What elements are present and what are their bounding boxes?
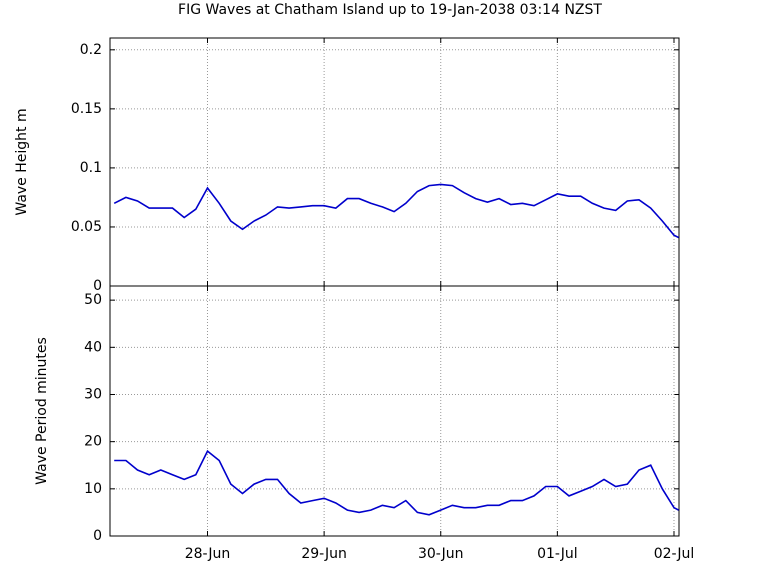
- x-tick-label: 02-Jul: [654, 546, 695, 562]
- y-tick-label: 50: [84, 292, 102, 308]
- y-axis-label: Wave Height m: [14, 108, 30, 215]
- data-line: [113, 183, 680, 239]
- plot-frame: [109, 37, 680, 287]
- y-tick-label: 40: [84, 339, 102, 355]
- data-line: [114, 449, 680, 516]
- x-tick-label: 01-Jul: [537, 546, 578, 562]
- y-tick-label: 0: [93, 278, 102, 294]
- y-tick-label: 10: [84, 481, 102, 497]
- y-tick-label: 20: [84, 434, 102, 450]
- x-tick-label: 29-Jun: [301, 546, 347, 562]
- y-tick-label: 0.15: [71, 101, 102, 117]
- x-tick-label: 30-Jun: [418, 546, 464, 562]
- chart-title: FIG Waves at Chatham Island up to 19-Jan…: [178, 2, 602, 18]
- plot-frame: [109, 285, 680, 537]
- y-tick-label: 0.05: [71, 219, 102, 235]
- y-tick-label: 30: [84, 386, 102, 402]
- y-axis-label: Wave Period minutes: [34, 337, 50, 485]
- y-tick-label: 0: [93, 528, 102, 544]
- x-tick-label: 28-Jun: [185, 546, 231, 562]
- y-tick-label: 0.1: [80, 160, 102, 176]
- y-tick-label: 0.2: [80, 42, 102, 58]
